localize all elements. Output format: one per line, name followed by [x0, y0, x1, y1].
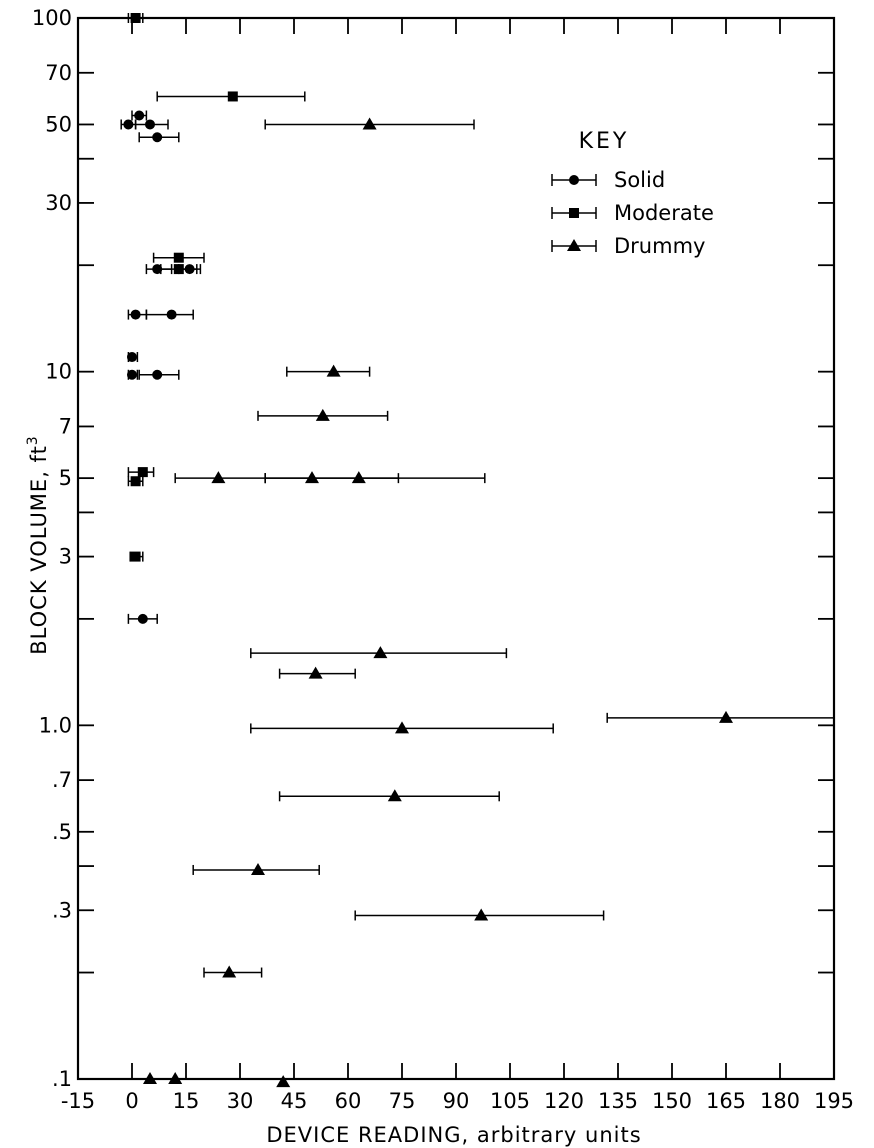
y-tick-label: .7: [52, 768, 72, 792]
y-tick-label: 10: [45, 360, 72, 384]
square-point: [130, 476, 141, 487]
x-tick-label: 180: [760, 1089, 800, 1113]
x-tick-label: 135: [598, 1089, 638, 1113]
circle-point: [123, 119, 134, 130]
series-moderate: [127, 13, 306, 562]
x-tick-label: 120: [544, 1089, 584, 1113]
x-tick-label: 195: [814, 1089, 854, 1113]
triangle-point: [308, 666, 323, 679]
y-axis-ticks: [78, 17, 834, 1080]
y-axis-title-main: BLOCK VOLUME, ft: [27, 445, 51, 655]
circle-point: [152, 369, 163, 380]
triangle-point: [276, 1075, 291, 1088]
x-axis-ticks: [77, 18, 835, 1079]
x-tick-label: 75: [389, 1089, 416, 1113]
y-axis-title-group: BLOCK VOLUME, ft3: [25, 435, 51, 654]
square-point: [137, 467, 148, 478]
x-tick-label: 60: [335, 1089, 362, 1113]
y-tick-label: 70: [45, 61, 72, 85]
x-tick-label: 15: [173, 1089, 200, 1113]
triangle-point: [143, 1072, 157, 1084]
x-axis-title: DEVICE READING, arbitrary units: [266, 1123, 641, 1147]
triangle-point: [305, 471, 319, 484]
y-tick-label: 50: [45, 112, 72, 136]
y-tick-label: .5: [52, 820, 72, 844]
series-solid: [120, 110, 202, 624]
legend-triangle-marker: [567, 239, 581, 251]
legend-title: KEY: [579, 129, 630, 154]
y-tick-label: 1.0: [39, 713, 72, 737]
y-tick-label: .3: [52, 898, 72, 922]
triangle-point: [326, 364, 341, 377]
circle-point: [130, 309, 141, 320]
y-tick-label: 30: [45, 191, 72, 215]
y-axis-title: BLOCK VOLUME, ft3: [25, 435, 51, 654]
x-tick-label: 45: [281, 1089, 308, 1113]
x-tick-label: 165: [706, 1089, 746, 1113]
circle-point: [137, 613, 148, 624]
triangle-point: [474, 908, 489, 921]
data-marks: [120, 13, 834, 1088]
legend-item-drummy: Drummy: [551, 234, 705, 258]
plot-border: [76, 16, 836, 1081]
x-tick-label: -15: [61, 1089, 95, 1113]
legend-label: Drummy: [614, 234, 705, 258]
series-drummy: [143, 117, 834, 1088]
x-tick-label: 150: [652, 1089, 692, 1113]
triangle-point: [251, 862, 265, 875]
circle-point: [152, 264, 163, 275]
circle-point: [166, 309, 177, 320]
triangle-point: [351, 471, 366, 484]
y-tick-label: 3: [59, 545, 72, 569]
y-axis-title-superscript: 3: [25, 435, 41, 445]
legend-label: Solid: [614, 168, 665, 192]
circle-point: [127, 369, 137, 380]
circle-point: [134, 110, 145, 121]
y-tick-label: 7: [59, 414, 72, 438]
square-point: [173, 252, 184, 263]
legend-item-solid: Solid: [551, 168, 665, 192]
triangle-point: [387, 789, 402, 802]
y-tick-label: 100: [32, 6, 72, 30]
triangle-point: [373, 646, 388, 659]
triangle-point: [395, 721, 409, 734]
circle-point: [127, 352, 137, 363]
x-tick-label: 105: [490, 1089, 530, 1113]
legend-item-moderate: Moderate: [551, 201, 714, 225]
square-point: [227, 91, 238, 102]
square-point: [130, 551, 141, 562]
circle-point: [145, 119, 155, 130]
square-point: [173, 264, 184, 275]
triangle-point: [362, 117, 377, 130]
triangle-point: [315, 408, 330, 421]
triangle-point: [168, 1072, 183, 1084]
y-tick-label: .1: [52, 1067, 72, 1091]
x-tick-label: 30: [227, 1089, 254, 1113]
x-axis-tick-labels: -15 0 15 30 45 60 75 90 105 120 135 150 165 180 195: [61, 1089, 854, 1113]
legend: KEY Solid Moderate Drummy: [551, 129, 714, 258]
circle-point: [152, 132, 163, 143]
square-point: [130, 13, 141, 23]
plot-frame: [76, 16, 836, 1081]
x-tick-label: 90: [443, 1089, 470, 1113]
legend-label: Moderate: [614, 201, 714, 225]
y-axis-tick-labels: .1 .3 .5 .7 1.0 3 5 7 10 30 50 70 100: [32, 6, 72, 1091]
x-tick-label: 0: [125, 1089, 138, 1113]
legend-circle-marker: [569, 175, 579, 185]
triangle-point: [719, 710, 733, 723]
triangle-point: [211, 471, 226, 484]
triangle-point: [222, 965, 237, 978]
legend-square-marker: [569, 208, 579, 218]
y-tick-label: 5: [59, 466, 72, 490]
